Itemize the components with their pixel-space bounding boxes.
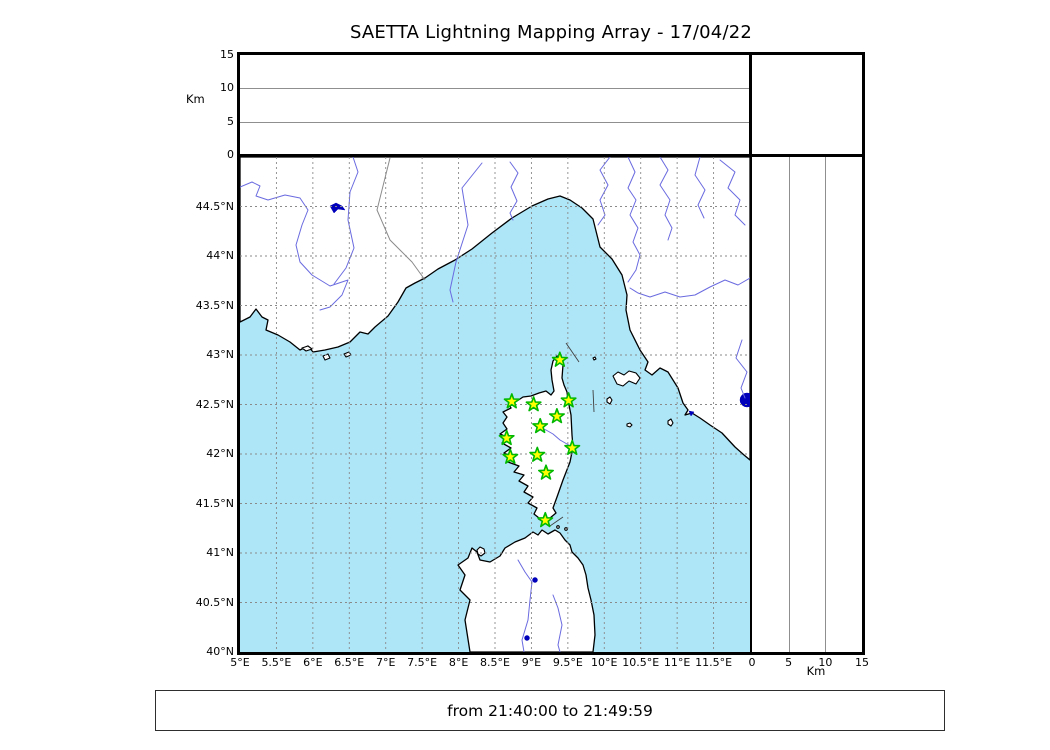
lon-tick-label: 8°E — [448, 656, 469, 669]
lon-tick-label: 11.5°E — [695, 656, 733, 669]
map-gridlines — [240, 157, 750, 652]
river — [333, 157, 359, 285]
lon-tick-label: 10°E — [591, 656, 618, 669]
station-marker — [529, 446, 546, 462]
altitude-km-tick-label: 10 — [220, 81, 234, 95]
island-giglio — [667, 418, 674, 427]
page-title: SAETTA Lightning Mapping Array - 17/04/2… — [349, 22, 753, 43]
lon-tick-label: 5.5°E — [261, 656, 292, 669]
corner-panel — [749, 52, 865, 158]
lat-tick-label: 40.5°N — [195, 595, 234, 609]
station-marker — [548, 408, 566, 424]
lagoon-orbetello — [688, 410, 695, 417]
altitude-latitude-panel — [749, 154, 865, 655]
river — [627, 157, 641, 283]
river — [719, 159, 746, 226]
altitude-gridline — [240, 121, 750, 123]
lat-tick-label: 43°N — [206, 348, 234, 361]
lon-tick-label: 11°E — [663, 656, 691, 669]
lat-tick-label: 44°N — [206, 249, 234, 262]
lat-tick-label: 41°N — [206, 546, 234, 559]
station-marker — [537, 511, 554, 528]
altitude-gridline — [825, 157, 827, 652]
geographic-map — [240, 157, 750, 652]
river-arno — [629, 277, 750, 298]
station-marker — [537, 464, 555, 480]
lon-tick-label: 9.5°E — [552, 656, 583, 669]
altitude-km-tick-label: 10 — [818, 656, 833, 669]
river — [659, 157, 673, 241]
river — [509, 161, 519, 221]
altitude-gridline — [240, 88, 750, 90]
lake-bolsena — [739, 392, 750, 408]
lat-tick-label: 41.5°N — [195, 496, 234, 510]
station-marker — [532, 417, 549, 434]
altitude-km-tick-label: 0 — [748, 656, 756, 669]
km-unit-label-left: Km — [186, 92, 205, 106]
lake-omodeo — [524, 635, 530, 641]
lon-tick-label: 8.5°E — [480, 656, 510, 669]
island-elba — [612, 370, 641, 387]
island-lavezzi — [556, 525, 560, 529]
station-marker — [551, 351, 568, 367]
station-marker — [498, 429, 515, 446]
altitude-km-tick-label: 0 — [227, 148, 234, 161]
islands — [301, 345, 674, 557]
river — [735, 339, 748, 399]
lon-tick-label: 6°E — [303, 656, 323, 669]
altitude-km-tick-label: 5 — [227, 114, 234, 128]
altitude-km-tick-label: 5 — [785, 656, 793, 669]
altitude-gridline — [788, 157, 790, 652]
lon-tick-label: 9°E — [521, 656, 542, 669]
station-marker — [564, 439, 581, 456]
lon-tick-label: 6.5°E — [334, 656, 365, 669]
km-unit-label-bottom: Km — [806, 664, 826, 678]
lat-tick-label: 42.5°N — [195, 397, 234, 411]
lon-tick-label: 5°E — [230, 656, 250, 669]
lake-coghinas — [532, 577, 538, 583]
lat-tick-label: 44.5°N — [195, 199, 234, 213]
altitude-km-tick-label: 15 — [220, 48, 234, 61]
station-marker — [502, 448, 519, 464]
lon-tick-label: 7°E — [375, 656, 396, 669]
river — [694, 157, 706, 219]
rivers — [240, 157, 750, 652]
lakes — [329, 202, 750, 641]
lat-tick-label: 43.5°N — [195, 298, 234, 312]
annotation-line — [592, 389, 595, 413]
time-range-box: from 21:40:00 to 21:49:59 — [155, 690, 945, 731]
station-marker — [525, 396, 542, 412]
station-marker — [503, 393, 520, 409]
station-marker — [560, 392, 577, 408]
lake-serre-poncon — [329, 202, 346, 214]
lon-tick-label: 10.5°E — [622, 656, 660, 669]
lat-tick-label: 40°N — [206, 645, 234, 658]
lat-tick-label: 42°N — [206, 447, 234, 460]
island-porquerolles — [301, 345, 313, 352]
island-gorgona — [592, 356, 597, 361]
country-border-france-italy — [376, 157, 426, 281]
island-cavallo — [564, 527, 568, 531]
altitude-longitude-panel — [237, 52, 753, 158]
island-capraia — [606, 396, 613, 405]
river — [449, 162, 483, 303]
altitude-km-tick-label: 15 — [855, 656, 869, 669]
annotation-line — [565, 342, 580, 363]
island-pianosa — [626, 422, 633, 428]
river — [240, 181, 349, 311]
river — [552, 594, 563, 652]
station-markers — [498, 351, 581, 528]
lon-tick-label: 7.5°E — [407, 656, 438, 669]
river — [517, 559, 533, 652]
coastline-continent — [240, 157, 750, 461]
time-range-text: from 21:40:00 to 21:49:59 — [447, 701, 653, 720]
